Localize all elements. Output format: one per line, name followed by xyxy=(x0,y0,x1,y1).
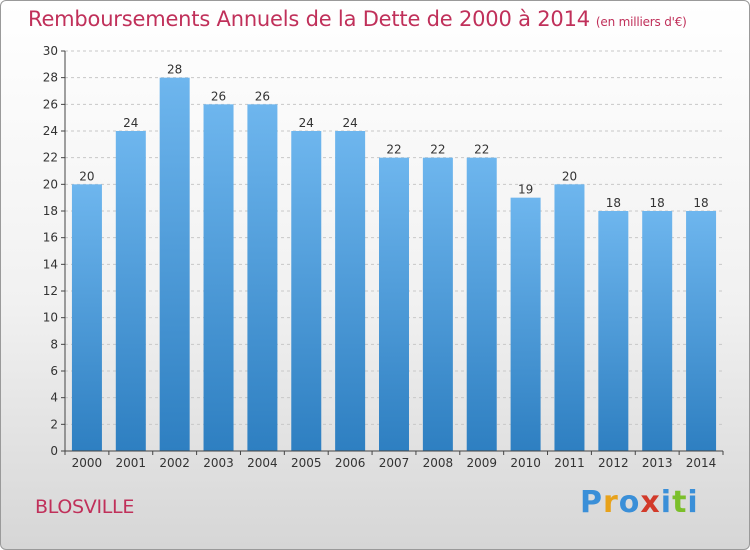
x-tick-label: 2003 xyxy=(203,456,234,470)
logo-letter: r xyxy=(603,485,619,520)
y-tick-label: 20 xyxy=(43,177,58,191)
bar xyxy=(335,131,366,451)
data-label: 26 xyxy=(211,89,226,103)
y-tick-label: 0 xyxy=(50,444,58,458)
x-tick-label: 2007 xyxy=(379,456,410,470)
bar xyxy=(379,157,409,451)
logo-letter: t xyxy=(672,485,688,520)
data-label: 24 xyxy=(123,116,138,130)
x-tick-label: 2012 xyxy=(598,456,629,470)
y-tick-label: 28 xyxy=(43,71,58,85)
bar xyxy=(159,77,190,452)
y-tick-label: 30 xyxy=(43,44,58,58)
x-tick-label: 2002 xyxy=(159,456,190,470)
y-tick-label: 8 xyxy=(50,337,58,351)
y-tick-label: 16 xyxy=(43,231,58,245)
bar xyxy=(642,211,673,451)
bar xyxy=(203,104,234,451)
x-tick-label: 2009 xyxy=(466,456,497,470)
y-tick-label: 6 xyxy=(50,364,58,378)
logo-letter: x xyxy=(640,485,661,520)
bar xyxy=(510,197,541,451)
bar xyxy=(422,157,453,451)
x-tick-label: 2000 xyxy=(72,456,103,470)
data-labels: 20 24 28 26 26 24 24 22 22 22 19 20 18 18 18 xyxy=(79,63,708,210)
y-tick-label: 4 xyxy=(50,391,58,405)
y-tick-label: 10 xyxy=(43,311,58,325)
bars xyxy=(71,77,717,452)
bar xyxy=(115,131,146,451)
logo-letter: o xyxy=(618,485,641,520)
logo-letter: P xyxy=(580,485,603,520)
x-tick-label: 2010 xyxy=(510,456,541,470)
data-label: 19 xyxy=(518,183,533,197)
data-label: 20 xyxy=(562,169,577,183)
bar xyxy=(291,131,322,451)
x-tick-label: 2008 xyxy=(423,456,454,470)
bar xyxy=(247,104,278,451)
bar xyxy=(554,184,585,452)
y-tick-label: 2 xyxy=(50,417,58,431)
data-label: 18 xyxy=(606,196,621,210)
chart-title: Remboursements Annuels de la Dette de 20… xyxy=(28,7,687,31)
data-label: 18 xyxy=(650,196,665,210)
proxiti-logo[interactable]: Proxiti xyxy=(580,485,699,520)
y-tick-label: 14 xyxy=(43,257,58,271)
data-label: 26 xyxy=(255,89,270,103)
x-tick-label: 2006 xyxy=(335,456,366,470)
x-tick-label: 2014 xyxy=(686,456,717,470)
data-label: 18 xyxy=(693,196,708,210)
data-label: 24 xyxy=(342,116,357,130)
bar xyxy=(466,157,497,451)
bar xyxy=(598,211,629,451)
data-label: 22 xyxy=(386,143,401,157)
y-tick-label: 18 xyxy=(43,204,58,218)
x-tick-label: 2013 xyxy=(642,456,673,470)
title-text: Remboursements Annuels de la Dette de 20… xyxy=(28,7,590,31)
data-label: 24 xyxy=(299,116,314,130)
data-label: 28 xyxy=(167,63,182,77)
data-label: 20 xyxy=(79,169,94,183)
x-axis-ticks: 2000 2001 2002 2003 2004 2005 2006 2007 2008 2009… xyxy=(64,451,724,470)
logo-letter: i xyxy=(660,485,673,520)
y-tick-label: 12 xyxy=(43,284,58,298)
x-tick-label: 2001 xyxy=(116,456,147,470)
y-tick-label: 26 xyxy=(43,97,58,111)
x-tick-label: 2005 xyxy=(291,456,322,470)
logo-letter: i xyxy=(687,485,699,520)
x-tick-label: 2011 xyxy=(554,456,585,470)
bar xyxy=(686,211,717,451)
bar xyxy=(71,184,102,452)
chart-subtitle: (en milliers d'€) xyxy=(595,15,687,29)
x-tick-label: 2004 xyxy=(247,456,278,470)
y-tick-label: 24 xyxy=(43,124,58,138)
y-tick-label: 22 xyxy=(43,151,58,165)
city-name: BLOSVILLE xyxy=(35,496,135,518)
data-label: 22 xyxy=(430,143,445,157)
data-label: 22 xyxy=(474,143,489,157)
